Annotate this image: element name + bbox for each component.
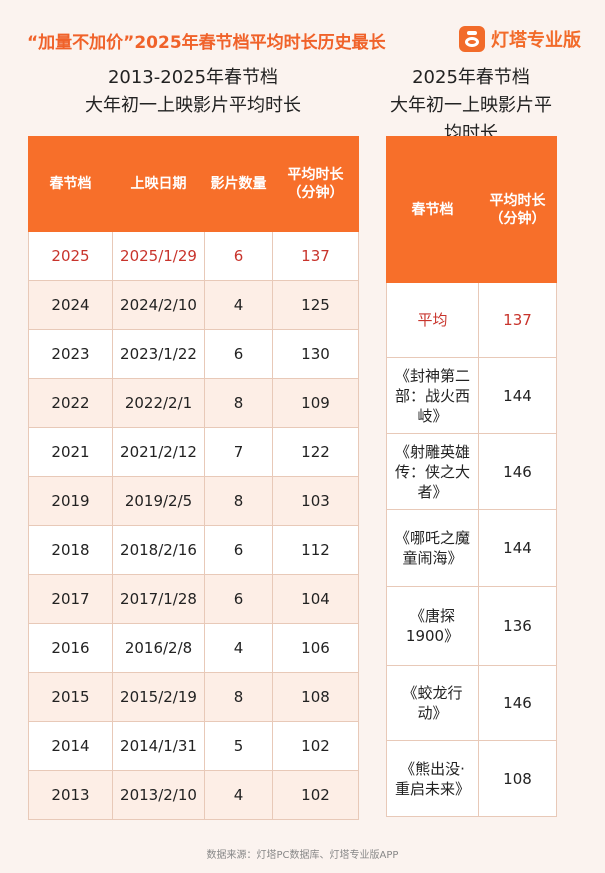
table-cell: 136	[478, 586, 557, 666]
table-cell: 2024/2/10	[112, 280, 205, 330]
table-cell: 2024	[28, 280, 113, 330]
table-cell: 2013	[28, 770, 113, 820]
table-row: 《哪吒之魔童闹海》 144	[386, 509, 557, 587]
table-cell: 8	[204, 378, 273, 428]
table-cell: 8	[204, 672, 273, 722]
table-cell: 2018	[28, 525, 113, 575]
table-cell: 144	[478, 357, 557, 434]
table-row: 2019 2019/2/5 8 103	[28, 476, 359, 526]
table-cell: 2015	[28, 672, 113, 722]
table-cell: 4	[204, 770, 273, 820]
table-row: 平均 137	[386, 282, 557, 358]
data-source: 数据来源：灯塔PC数据库、灯塔专业版APP	[206, 850, 399, 861]
table-cell: 2018/2/16	[112, 525, 205, 575]
table-cell: 4	[204, 623, 273, 673]
table-cell: 104	[272, 574, 359, 624]
table-row: 2024 2024/2/10 4 125	[28, 280, 359, 330]
table-cell: 6	[204, 525, 273, 575]
table-cell: 108	[272, 672, 359, 722]
table-cell: 《射雕英雄传：侠之大者》	[386, 433, 479, 510]
table-cell: 137	[478, 282, 557, 358]
table-row: 2021 2021/2/12 7 122	[28, 427, 359, 477]
table-cell: 2022	[28, 378, 113, 428]
table-cell: 2014	[28, 721, 113, 771]
table-row: 《蛟龙行动》 146	[386, 665, 557, 741]
table-cell: 2021/2/12	[112, 427, 205, 477]
table-cell: 2014/1/31	[112, 721, 205, 771]
table-row: 2013 2013/2/10 4 102	[28, 770, 359, 820]
column-header: 平均时长 （分钟）	[272, 136, 359, 232]
table-row: 2016 2016/2/8 4 106	[28, 623, 359, 673]
table-cell: 2023/1/22	[112, 329, 205, 379]
table-cell: 6	[204, 329, 273, 379]
film-duration-table: 春节档 平均时长 （分钟） 平均 137 《封神第二部：战火西岐》 144 《射雕英雄传：侠…	[386, 136, 557, 817]
table-cell: 106	[272, 623, 359, 673]
table-cell: 2019	[28, 476, 113, 526]
table-cell: 2023	[28, 329, 113, 379]
table-cell: 112	[272, 525, 359, 575]
left-subtitle-line1: 2013-2025年春节档	[107, 67, 279, 88]
column-header: 春节档	[28, 136, 113, 232]
table-cell: 146	[478, 665, 557, 741]
table-row: 2017 2017/1/28 6 104	[28, 574, 359, 624]
table-row: 《封神第二部：战火西岐》 144	[386, 357, 557, 434]
page-title: “加量不加价”2025年春节档平均时长历史最长	[27, 33, 386, 53]
table-cell: 108	[478, 740, 557, 817]
table-cell: 2022/2/1	[112, 378, 205, 428]
table-cell: 5	[204, 721, 273, 771]
left-subtitle-line2: 大年初一上映影片平均时长	[85, 95, 301, 116]
table-cell: 137	[272, 231, 359, 281]
table-cell: 109	[272, 378, 359, 428]
lighthouse-icon	[459, 26, 485, 52]
table-cell: 平均	[386, 282, 479, 358]
table-cell: 102	[272, 721, 359, 771]
left-subtitle: 2013-2025年春节档 大年初一上映影片平均时长	[28, 64, 358, 120]
table-row: 2015 2015/2/19 8 108	[28, 672, 359, 722]
table-cell: 146	[478, 433, 557, 510]
column-header: 平均时长 （分钟）	[478, 136, 557, 283]
table-cell: 2013/2/10	[112, 770, 205, 820]
yearly-duration-table: 春节档 上映日期 影片数量 平均时长 （分钟） 2025 2025/1/29 6 137 202…	[28, 136, 359, 820]
brand-logo: 灯塔专业版	[459, 24, 581, 54]
column-header: 春节档	[386, 136, 479, 283]
table-cell: 125	[272, 280, 359, 330]
table-cell: 2016	[28, 623, 113, 673]
table-cell: 2017/1/28	[112, 574, 205, 624]
table-cell: 《哪吒之魔童闹海》	[386, 509, 479, 587]
table-row: 《熊出没·重启未来》 108	[386, 740, 557, 817]
table-row: 2025 2025/1/29 6 137	[28, 231, 359, 281]
table-cell: 6	[204, 574, 273, 624]
right-subtitle-line1: 2025年春节档	[412, 67, 530, 88]
table-cell: 2025	[28, 231, 113, 281]
table-row: 《唐探1900》 136	[386, 586, 557, 666]
brand-name: 灯塔专业版	[491, 30, 581, 51]
table-cell: 2019/2/5	[112, 476, 205, 526]
table-row: 2014 2014/1/31 5 102	[28, 721, 359, 771]
table-row: 2018 2018/2/16 6 112	[28, 525, 359, 575]
column-header: 影片数量	[204, 136, 273, 232]
table-cell: 《封神第二部：战火西岐》	[386, 357, 479, 434]
table-cell: 2021	[28, 427, 113, 477]
table-cell: 102	[272, 770, 359, 820]
table-cell: 6	[204, 231, 273, 281]
table-row: 《射雕英雄传：侠之大者》 146	[386, 433, 557, 510]
table-cell: 2025/1/29	[112, 231, 205, 281]
table-cell: 《蛟龙行动》	[386, 665, 479, 741]
table-cell: 103	[272, 476, 359, 526]
column-header: 上映日期	[112, 136, 205, 232]
table-row: 2022 2022/2/1 8 109	[28, 378, 359, 428]
table-cell: 2017	[28, 574, 113, 624]
table-cell: 8	[204, 476, 273, 526]
table-cell: 2015/2/19	[112, 672, 205, 722]
table-cell: 《熊出没·重启未来》	[386, 740, 479, 817]
table-cell: 2016/2/8	[112, 623, 205, 673]
header: “加量不加价”2025年春节档平均时长历史最长 灯塔专业版	[0, 24, 605, 60]
table-cell: 4	[204, 280, 273, 330]
table-cell: 130	[272, 329, 359, 379]
table-cell: 122	[272, 427, 359, 477]
table-cell: 7	[204, 427, 273, 477]
table-cell: 《唐探1900》	[386, 586, 479, 666]
table-row: 2023 2023/1/22 6 130	[28, 329, 359, 379]
table-cell: 144	[478, 509, 557, 587]
